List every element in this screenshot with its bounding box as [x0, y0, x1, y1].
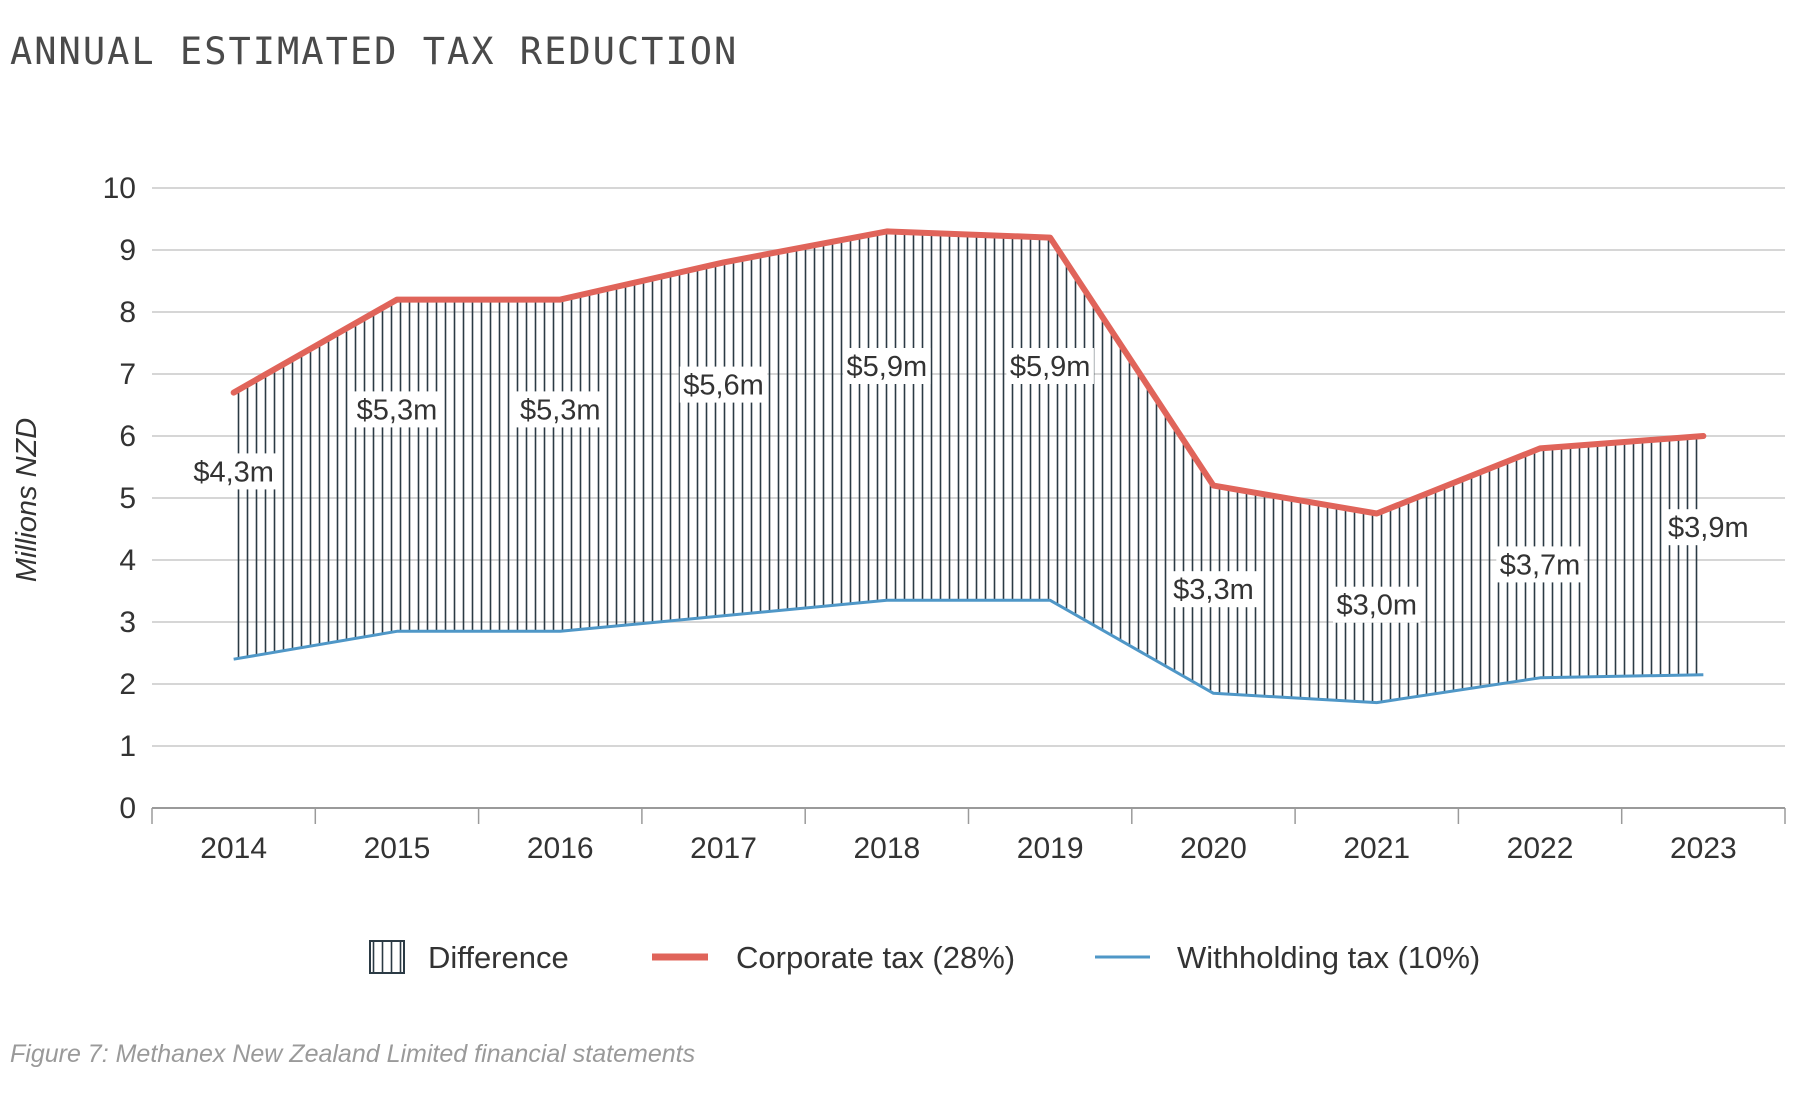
data-label-background: [1169, 571, 1258, 608]
y-tick-label: 0: [119, 792, 136, 825]
data-label-background: [189, 453, 278, 490]
legend-swatch-difference: [369, 940, 405, 974]
y-tick-label: 3: [119, 606, 136, 639]
corporate-tax-line: [230, 228, 1707, 517]
data-label-group: $4,3m: [189, 453, 278, 490]
data-label-group: $3,9m: [1664, 509, 1753, 546]
y-axis-title: Millions NZD: [11, 418, 43, 582]
y-tick-label: 4: [119, 544, 136, 577]
data-label: $5,9m: [847, 351, 928, 383]
x-tick-label: 2014: [200, 832, 267, 865]
data-label-background: [679, 366, 768, 403]
data-label: $3,7m: [1500, 549, 1581, 581]
data-label: $4,3m: [193, 456, 274, 488]
y-tick-label: 2: [119, 668, 136, 701]
legend-item-withholding-tax: Withholding tax (10%): [1095, 940, 1480, 975]
legend-item-difference: Difference: [369, 940, 569, 975]
y-tick-label: 8: [119, 296, 136, 329]
withholding-tax-line: [233, 598, 1704, 705]
legend-label-withholding-tax: Withholding tax (10%): [1177, 940, 1480, 975]
data-label-background: [1006, 348, 1094, 384]
area-chart: 0 1 2 3 4 5 6 7 8 9 10 2014 2015 2016 2017 2018 2019 202…: [11, 172, 1786, 975]
y-axis-ticks: 0 1 2 3 4 5 6 7 8 9 10: [103, 172, 136, 825]
data-label: $3,3m: [1173, 574, 1254, 606]
data-label: $3,0m: [1336, 590, 1417, 622]
legend-item-corporate-tax: Corporate tax (28%): [652, 940, 1015, 975]
data-label-background: [516, 391, 604, 428]
y-tick-label: 6: [119, 420, 136, 453]
figure-caption: Figure 7: Methanex New Zealand Limited f…: [10, 1040, 696, 1068]
data-label-background: [1496, 546, 1584, 583]
legend: Difference Corporate tax (28%) Withholdi…: [369, 940, 1480, 975]
x-tick-label: 2018: [853, 832, 920, 865]
legend-label-corporate-tax: Corporate tax (28%): [736, 940, 1015, 975]
data-label-background: [843, 348, 931, 384]
x-tick-label: 2019: [1017, 832, 1084, 865]
chart-title: ANNUAL ESTIMATED TAX REDUCTION: [10, 30, 739, 73]
data-label-background: [353, 391, 441, 428]
series-lines: [230, 228, 1707, 705]
data-label-group: $3,0m: [1333, 586, 1421, 623]
data-labels: $4,3m $5,3m $5,3m $5,6m $5,9m $5,9m $3,3m $3,0m…: [189, 348, 1753, 623]
x-tick-label: 2017: [690, 832, 757, 865]
data-label-group: $5,3m: [353, 391, 441, 428]
y-tick-label: 9: [119, 234, 136, 267]
y-tick-label: 7: [119, 358, 136, 391]
data-label-group: $5,6m: [679, 366, 768, 403]
x-tick-label: 2021: [1343, 832, 1410, 865]
y-tick-label: 1: [119, 730, 136, 763]
data-label: $3,9m: [1668, 512, 1749, 544]
x-axis: 2014 2015 2016 2017 2018 2019 2020 2021 2022 2023: [151, 807, 1786, 865]
legend-label-difference: Difference: [428, 940, 569, 975]
data-label-background: [1664, 509, 1753, 546]
data-label: $5,3m: [520, 394, 601, 426]
x-tick-label: 2022: [1507, 832, 1574, 865]
difference-area-layer: [233, 231, 1704, 703]
data-label-group: $5,9m: [1006, 348, 1094, 384]
x-tick-label: 2016: [527, 832, 594, 865]
y-tick-label: 10: [103, 172, 136, 205]
data-label: $5,6m: [683, 370, 764, 402]
y-tick-label: 5: [119, 482, 136, 515]
data-label: $5,3m: [357, 394, 438, 426]
data-label-group: $5,3m: [516, 391, 604, 428]
data-label-group: $3,3m: [1169, 571, 1258, 608]
x-tick-label: 2023: [1670, 832, 1737, 865]
data-label-background: [1333, 586, 1421, 623]
data-label: $5,9m: [1010, 351, 1091, 383]
data-label-group: $5,9m: [843, 348, 931, 384]
difference-area: [233, 231, 1704, 703]
data-label-group: $3,7m: [1496, 546, 1584, 583]
x-tick-label: 2015: [364, 832, 431, 865]
x-tick-label: 2020: [1180, 832, 1247, 865]
